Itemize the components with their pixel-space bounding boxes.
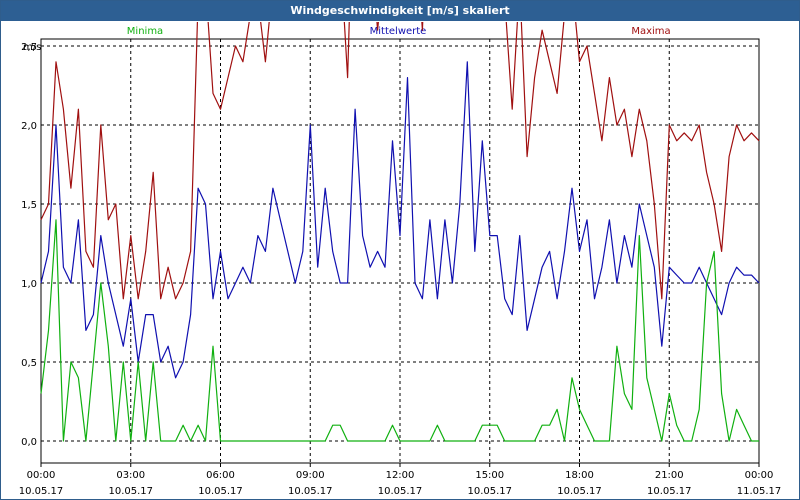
x-tick-date: 10.05.17 xyxy=(557,486,602,497)
x-tick-time: 15:00 xyxy=(475,470,504,481)
x-tick-date: 10.05.17 xyxy=(647,486,692,497)
y-tick-label: 1,0 xyxy=(21,279,37,290)
series-line-mittelwerte xyxy=(40,61,760,379)
wind-speed-chart: 0,00,51,01,52,02,53,03,54,04,5m/s00:0010… xyxy=(19,22,782,497)
y-tick-label: 0,0 xyxy=(21,437,37,448)
x-tick-date: 10.05.17 xyxy=(198,486,243,497)
x-tick-date: 10.05.17 xyxy=(19,486,64,497)
x-tick-time: 21:00 xyxy=(655,470,684,481)
x-tick-time: 09:00 xyxy=(296,470,325,481)
x-tick-date: 10.05.17 xyxy=(108,486,153,497)
series-line-minima xyxy=(40,219,759,442)
x-tick-date: 11.05.17 xyxy=(737,486,782,497)
y-tick-label: 0,5 xyxy=(21,358,37,369)
y-tick-label: 2,0 xyxy=(21,121,37,132)
y-axis-label: m/s xyxy=(23,42,41,53)
y-tick-label: 2,5 xyxy=(21,42,37,53)
x-tick-date: 10.05.17 xyxy=(467,486,512,497)
series-line-maxima xyxy=(40,22,760,300)
x-tick-time: 00:00 xyxy=(27,470,56,481)
y-tick-label: 1,5 xyxy=(21,200,37,211)
legend-maxima: Maxima xyxy=(631,26,670,37)
x-tick-time: 06:00 xyxy=(206,470,235,481)
x-tick-time: 12:00 xyxy=(386,470,415,481)
x-tick-time: 18:00 xyxy=(565,470,594,481)
x-tick-date: 10.05.17 xyxy=(288,486,333,497)
legend-minima: Minima xyxy=(127,26,163,37)
window-title: Windgeschwindigkeit [m/s] skaliert xyxy=(1,1,799,21)
x-tick-time: 00:00 xyxy=(745,470,774,481)
legend-mittelwerte: Mittelwerte xyxy=(370,26,427,37)
x-tick-time: 03:00 xyxy=(116,470,145,481)
x-tick-date: 10.05.17 xyxy=(378,486,423,497)
